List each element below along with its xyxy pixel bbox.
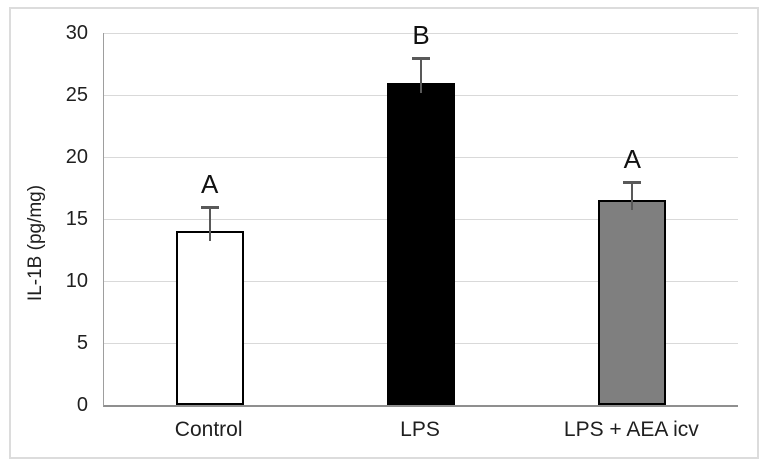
error-bar-cap-lps-aea-icv [623, 180, 642, 184]
error-bar-cap-control [200, 205, 219, 209]
bar-lps [387, 82, 455, 405]
y-tick-label-5: 5 [76, 332, 88, 354]
y-tick-label-10: 10 [65, 270, 88, 292]
x-category-label-lps: LPS [400, 418, 440, 441]
bar-lps-aea-icv [598, 200, 667, 405]
y-tick-label-15: 15 [65, 208, 88, 230]
y-tick-label-0: 0 [76, 394, 88, 416]
error-bar-stem-lps [420, 57, 422, 93]
x-category-label-lps-aea-icv: LPS + AEA icv [563, 418, 699, 441]
y-tick-label-20: 20 [65, 146, 88, 168]
x-category-label-control: Control [174, 418, 243, 441]
y-tick-label-25: 25 [65, 84, 88, 106]
y-tick-label-30: 30 [65, 22, 88, 44]
plot-area: A B A [103, 20, 738, 407]
significance-letter-lps-aea-icv: A [623, 143, 641, 174]
error-bar-cap-lps [412, 56, 430, 60]
bar-control [175, 231, 244, 405]
error-bar-stem-lps-aea-icv [631, 181, 634, 211]
gridline-y-30 [104, 32, 738, 34]
significance-letter-lps: B [412, 19, 430, 50]
significance-letter-control: A [200, 168, 219, 199]
error-bar-stem-control [208, 206, 211, 242]
